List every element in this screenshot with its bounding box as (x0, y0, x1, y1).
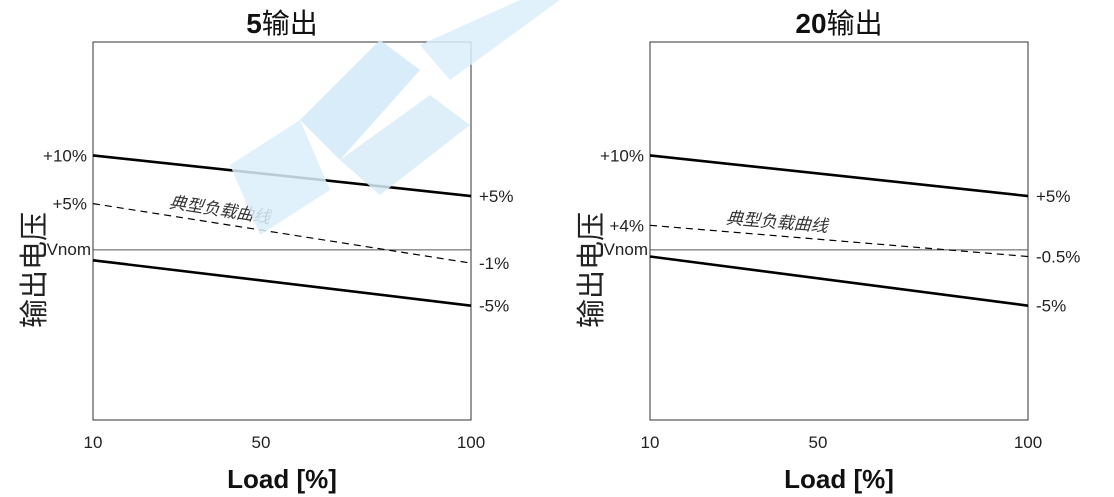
limit-line-0 (650, 155, 1028, 196)
chart-title-text: 输出 (827, 7, 883, 40)
vnom-label: Vnom (47, 240, 91, 259)
left-value-label: +4% (610, 216, 645, 235)
typical-load-curve (93, 204, 471, 264)
curve-label: 典型负载曲线 (725, 209, 830, 237)
x-tick-label: 10 (641, 433, 660, 452)
right-value-label: -5% (479, 297, 509, 316)
left-value-label: +10% (43, 146, 87, 165)
plot-frame (650, 42, 1028, 420)
limit-line-0 (93, 155, 471, 196)
chart-title: 20输出 (795, 7, 882, 40)
chart-title-number: 5 (246, 8, 262, 39)
x-axis-label: Load [%] (784, 464, 894, 494)
right-value-label: -1% (479, 254, 509, 273)
chart-right: 20输出 Vnom +10% +5% +4% -0.5% 典型负载曲线 -5% 10 50 100 L… (557, 0, 1114, 497)
chart-svg-5: 5输出 Vnom +10% +5% +5% -1% 典型负载曲线 -5% 10 50 100 Load… (0, 0, 557, 497)
curve-label: 典型负载曲线 (168, 193, 274, 229)
right-value-label: +5% (1036, 187, 1071, 206)
x-tick-label: 50 (252, 433, 271, 452)
typical-load-curve (650, 225, 1028, 256)
chart-title-number: 20 (795, 8, 826, 39)
left-value-label: +10% (600, 146, 644, 165)
x-tick-label: 100 (457, 433, 485, 452)
chart-svg-20: 20输出 Vnom +10% +5% +4% -0.5% 典型负载曲线 -5% 10 50 100 L… (557, 0, 1114, 497)
right-value-label: -0.5% (1036, 248, 1080, 267)
limit-line-2 (650, 257, 1028, 306)
chart-title-text: 输出 (262, 7, 318, 40)
right-value-label: -5% (1036, 297, 1066, 316)
right-value-label: +5% (479, 187, 514, 206)
limit-line-2 (93, 260, 471, 305)
y-axis-label: 输出电压 (17, 212, 51, 328)
chart-left: 5输出 Vnom +10% +5% +5% -1% 典型负载曲线 -5% 10 50 100 Load… (0, 0, 557, 497)
chart-title: 5输出 (246, 7, 318, 40)
plot-frame (93, 42, 471, 420)
x-axis-label: Load [%] (227, 464, 337, 494)
left-value-label: +5% (53, 195, 88, 214)
y-axis-label: 输出电压 (574, 212, 608, 328)
x-tick-label: 100 (1014, 433, 1042, 452)
x-tick-label: 50 (809, 433, 828, 452)
x-tick-label: 10 (84, 433, 103, 452)
vnom-label: Vnom (604, 240, 648, 259)
